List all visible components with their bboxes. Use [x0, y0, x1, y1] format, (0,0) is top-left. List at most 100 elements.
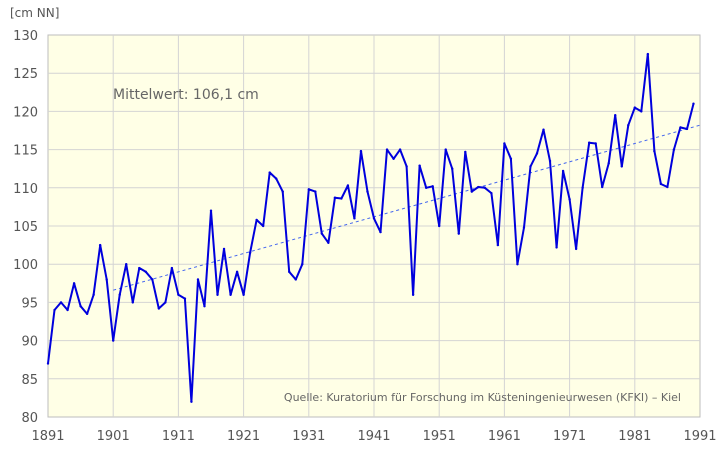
data-point	[398, 148, 402, 151]
data-point	[235, 270, 239, 274]
data-point	[85, 312, 89, 316]
data-point	[490, 191, 493, 195]
data-point	[431, 185, 434, 188]
data-point	[314, 190, 317, 193]
data-point	[561, 169, 565, 173]
data-point	[581, 186, 584, 189]
data-point	[222, 247, 226, 251]
x-tick-label: 1951	[423, 429, 456, 444]
data-point	[666, 185, 669, 189]
x-tick-label: 1991	[683, 429, 716, 444]
x-tick-label: 1961	[488, 429, 521, 444]
data-point	[255, 218, 258, 222]
data-point	[125, 263, 128, 266]
data-point	[229, 293, 232, 296]
data-point	[496, 243, 500, 247]
data-point	[457, 232, 460, 235]
data-point	[261, 224, 265, 228]
x-axis: 1891 1901 1911 1921 1931 1941 1951 1961 1971 1981…	[31, 429, 716, 444]
data-point	[646, 52, 650, 56]
data-point	[359, 149, 363, 153]
data-point	[659, 182, 663, 186]
data-point	[144, 270, 147, 274]
data-point	[216, 293, 219, 296]
data-point	[535, 152, 539, 155]
data-point	[529, 165, 532, 168]
y-tick-label: 100	[13, 258, 38, 273]
data-point	[288, 270, 291, 274]
y-axis-unit-label: [cm NN]	[10, 6, 59, 20]
data-point	[640, 110, 643, 113]
data-point	[679, 126, 682, 129]
data-point	[46, 362, 50, 365]
data-point	[483, 186, 487, 189]
data-point	[685, 127, 689, 131]
data-point	[366, 190, 369, 193]
data-point	[203, 305, 206, 308]
y-tick-label: 130	[13, 29, 38, 44]
data-point	[353, 217, 356, 220]
data-point	[392, 157, 395, 160]
data-point	[138, 266, 141, 270]
data-point	[522, 226, 526, 229]
data-point	[587, 141, 591, 144]
data-point	[79, 305, 82, 308]
data-point	[627, 123, 630, 127]
data-point	[327, 241, 330, 245]
data-point	[59, 301, 63, 304]
data-point	[470, 190, 473, 193]
data-point	[633, 106, 636, 109]
data-point	[118, 293, 121, 296]
data-point	[301, 263, 304, 266]
data-point	[170, 266, 174, 270]
y-tick-label: 115	[13, 144, 38, 159]
data-point	[157, 307, 161, 310]
y-tick-label: 90	[21, 335, 38, 350]
data-point	[53, 308, 56, 312]
data-point	[418, 164, 421, 167]
series-line-sea-level	[47, 53, 695, 403]
data-point	[379, 230, 382, 234]
data-point	[112, 339, 115, 342]
data-point	[601, 185, 604, 189]
x-tick-label: 1941	[357, 429, 390, 444]
data-point	[294, 278, 297, 281]
data-point	[307, 188, 310, 191]
data-point	[548, 159, 552, 163]
data-point	[320, 232, 324, 235]
x-tick-label: 1971	[553, 429, 586, 444]
data-point	[248, 251, 252, 254]
data-point	[190, 400, 193, 403]
data-point	[607, 162, 610, 165]
data-point	[594, 142, 597, 145]
y-tick-label: 95	[21, 296, 38, 311]
data-point	[72, 282, 76, 285]
data-point	[281, 190, 284, 193]
data-point	[209, 209, 213, 212]
data-point	[183, 297, 187, 300]
data-point	[66, 308, 69, 312]
data-point	[372, 217, 376, 220]
data-point	[503, 142, 506, 145]
data-point	[692, 102, 695, 105]
data-point	[568, 198, 571, 201]
data-point	[509, 157, 513, 160]
data-point	[105, 278, 108, 281]
data-point	[438, 224, 441, 228]
data-point	[464, 150, 467, 154]
data-point	[346, 184, 350, 187]
data-point	[131, 301, 134, 304]
data-point	[98, 243, 102, 247]
data-point	[451, 167, 454, 170]
data-point	[268, 171, 271, 174]
data-point	[614, 114, 617, 117]
data-point	[672, 148, 676, 151]
data-point	[405, 165, 408, 168]
mean-value-annotation: Mittelwert: 106,1 cm	[113, 87, 259, 103]
data-point	[151, 278, 154, 281]
data-point	[444, 148, 447, 151]
data-point	[424, 186, 428, 189]
x-tick-label: 1901	[97, 429, 130, 444]
data-point	[555, 246, 558, 249]
